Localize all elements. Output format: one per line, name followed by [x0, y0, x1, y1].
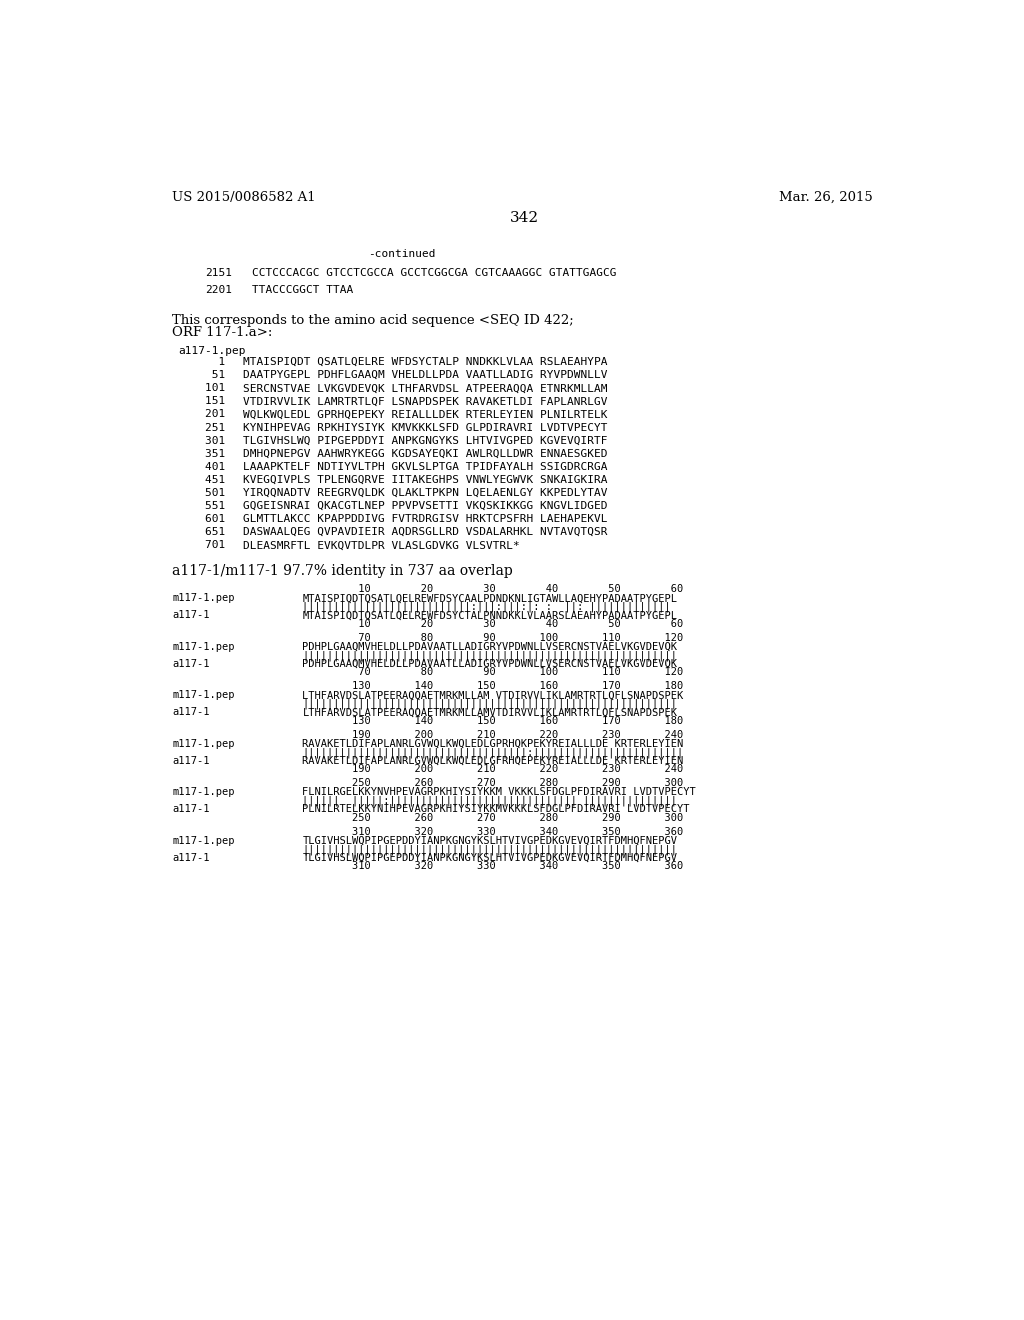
- Text: a117-1: a117-1: [172, 853, 210, 863]
- Text: 701: 701: [178, 540, 225, 550]
- Text: 250       260       270       280       290       300: 250 260 270 280 290 300: [302, 813, 684, 822]
- Text: 190       200       210       220       230       240: 190 200 210 220 230 240: [302, 730, 684, 739]
- Text: 601: 601: [178, 515, 225, 524]
- Text: 551: 551: [178, 502, 225, 511]
- Text: a117-1/m117-1 97.7% identity in 737 aa overlap: a117-1/m117-1 97.7% identity in 737 aa o…: [172, 564, 513, 578]
- Text: 301: 301: [178, 436, 225, 446]
- Text: 310       320       330       340       350       360: 310 320 330 340 350 360: [302, 826, 684, 837]
- Text: a117-1: a117-1: [172, 708, 210, 717]
- Text: ||||||||||||||||||||||||||||||||||||||||||||||||||||||||||||: ||||||||||||||||||||||||||||||||||||||||…: [302, 845, 677, 855]
- Text: VTDIRVVLIK LAMRTRTLQF LSNAPDSPEK RAVAKETLDI FAPLANRLGV: VTDIRVVLIK LAMRTRTLQF LSNAPDSPEK RAVAKET…: [243, 396, 607, 407]
- Text: This corresponds to the amino acid sequence <SEQ ID 422;: This corresponds to the amino acid seque…: [172, 314, 573, 327]
- Text: PLNILRTELKKYNIHPEVAGRPKHIYSIYKKMVKKKLSFDGLPFDIRAVRI LVDTVPECYT: PLNILRTELKKYNIHPEVAGRPKHIYSIYKKMVKKKLSFD…: [302, 804, 690, 814]
- Text: 10        20        30        40        50        60: 10 20 30 40 50 60: [302, 585, 684, 594]
- Text: 342: 342: [510, 211, 540, 224]
- Text: 651: 651: [178, 527, 225, 537]
- Text: a117-1: a117-1: [172, 804, 210, 814]
- Text: WQLKWQLEDL GPRHQEPEKY REIALLLDEK RTERLEYIEN PLNILRTELK: WQLKWQLEDL GPRHQEPEKY REIALLLDEK RTERLEY…: [243, 409, 607, 420]
- Text: DASWAALQEG QVPAVDIEIR AQDRSGLLRD VSDALARHKL NVTAVQTQSR: DASWAALQEG QVPAVDIEIR AQDRSGLLRD VSDALAR…: [243, 527, 607, 537]
- Text: 351: 351: [178, 449, 225, 458]
- Text: ORF 117-1.a>:: ORF 117-1.a>:: [172, 326, 272, 339]
- Text: US 2015/0086582 A1: US 2015/0086582 A1: [172, 191, 315, 203]
- Text: RAVAKETLDIFAPLANRLGVWQLKWQLEDLGFRHQEPEKYREIALLLDE KRTERLEYIEN: RAVAKETLDIFAPLANRLGVWQLKWQLEDLGFRHQEPEKY…: [302, 756, 684, 766]
- Text: TTACCCGGCT TTAA: TTACCCGGCT TTAA: [252, 285, 353, 294]
- Text: ||||||  |||||:|||||||||||||||||||||||||||||| |||||||||||||||: |||||| |||||:|||||||||||||||||||||||||||…: [302, 796, 677, 807]
- Text: -continued: -continued: [369, 249, 436, 259]
- Text: MTAISPIQDTQSATLQELREWFDSYCTALPNNDKKLVLAARSLAEAHYPADAATPYGEPL: MTAISPIQDTQSATLQELREWFDSYCTALPNNDKKLVLAA…: [302, 610, 677, 620]
- Text: 70        80        90       100       110       120: 70 80 90 100 110 120: [302, 668, 684, 677]
- Text: LTHFARVDSLATPEERAQQAETMRKMLLAM VTDIRVVLIKLAMRTRTLQFLSNAPDSPEK: LTHFARVDSLATPEERAQQAETMRKMLLAM VTDIRVVLI…: [302, 690, 684, 701]
- Text: 101: 101: [178, 383, 225, 393]
- Text: GQGEISNRAI QKACGTLNEP PPVPVSETTI VKQSKIKKGG KNGVLIDGED: GQGEISNRAI QKACGTLNEP PPVPVSETTI VKQSKIK…: [243, 502, 607, 511]
- Text: a117-1: a117-1: [172, 756, 210, 766]
- Text: 451: 451: [178, 475, 225, 484]
- Text: LTHFARVDSLATPEERAQQAETMRKMLLAMVTDIRVVLIKLAMRTRTLQFLSNAPDSPEK: LTHFARVDSLATPEERAQQAETMRKMLLAMVTDIRVVLIK…: [302, 708, 677, 717]
- Text: m117-1.pep: m117-1.pep: [172, 739, 234, 748]
- Text: LAAAPKTELF NDTIYVLTPH GKVLSLPTGA TPIDFAYALH SSIGDRCRGA: LAAAPKTELF NDTIYVLTPH GKVLSLPTGA TPIDFAY…: [243, 462, 607, 471]
- Text: |||||||||||||||||||||||||||:|||:|||:|: :  ||: |||||||||||||: |||||||||||||||||||||||||||:|||:|||:|: :…: [302, 602, 671, 612]
- Text: 310       320       330       340       350       360: 310 320 330 340 350 360: [302, 862, 684, 871]
- Text: m117-1.pep: m117-1.pep: [172, 642, 234, 652]
- Text: 401: 401: [178, 462, 225, 471]
- Text: MTAISPIQDTQSATLQELREWFDSYCAALPDNDKNLIGTAWLLAQEHYPADAATPYGEPL: MTAISPIQDTQSATLQELREWFDSYCAALPDNDKNLIGTA…: [302, 594, 677, 603]
- Text: 2201: 2201: [206, 285, 232, 294]
- Text: GLMTTLAKCC KPAPPDDIVG FVTRDRGISV HRKTCPSFRH LAEHAPEKVL: GLMTTLAKCC KPAPPDDIVG FVTRDRGISV HRKTCPS…: [243, 515, 607, 524]
- Text: YIRQQNADTV REEGRVQLDK QLAKLTPKPN LQELAENLGY KKPEDLYTAV: YIRQQNADTV REEGRVQLDK QLAKLTPKPN LQELAEN…: [243, 488, 607, 498]
- Text: 130       140       150       160       170       180: 130 140 150 160 170 180: [302, 715, 684, 726]
- Text: 130       140       150       160       170       180: 130 140 150 160 170 180: [302, 681, 684, 692]
- Text: m117-1.pep: m117-1.pep: [172, 594, 234, 603]
- Text: 151: 151: [178, 396, 225, 407]
- Text: FLNILRGELKKYNVHPEVAGRPKHIYSIYKKM VKKKLSFDGLPFDIRAVRI LVDTVPECYT: FLNILRGELKKYNVHPEVAGRPKHIYSIYKKM VKKKLSF…: [302, 788, 696, 797]
- Text: TLGIVHSLWQ PIPGEPDDYI ANPKGNGYKS LHTVIVGPED KGVEVQIRTF: TLGIVHSLWQ PIPGEPDDYI ANPKGNGYKS LHTVIVG…: [243, 436, 607, 446]
- Text: MTAISPIQDT QSATLQELRE WFDSYCTALP NNDKKLVLAA RSLAEAHYPA: MTAISPIQDT QSATLQELRE WFDSYCTALP NNDKKLV…: [243, 358, 607, 367]
- Text: 190       200       210       220       230       240: 190 200 210 220 230 240: [302, 764, 684, 775]
- Text: ||||||||||||||||||||||||||||||||||||||||||||||||||||||||||||: ||||||||||||||||||||||||||||||||||||||||…: [302, 651, 677, 661]
- Text: m117-1.pep: m117-1.pep: [172, 690, 234, 701]
- Text: DMHQPNEPGV AAHWRYKEGG KGDSAYEQKI AWLRQLLDWR ENNAESGKED: DMHQPNEPGV AAHWRYKEGG KGDSAYEQKI AWLRQLL…: [243, 449, 607, 458]
- Text: 70        80        90       100       110       120: 70 80 90 100 110 120: [302, 632, 684, 643]
- Text: TLGIVHSLWQPIPGEPDDYIANPKGNGYKSLHTVIVGPEDKGVEVQIRTFDMHQFNEPGV: TLGIVHSLWQPIPGEPDDYIANPKGNGYKSLHTVIVGPED…: [302, 853, 677, 863]
- Text: 501: 501: [178, 488, 225, 498]
- Text: 1: 1: [178, 358, 225, 367]
- Text: TLGIVHSLWQPIPGEPDDYIANPKGNGYKSLHTVIVGPEDKGVEVQIRTFDMHQFNEPGV: TLGIVHSLWQPIPGEPDDYIANPKGNGYKSLHTVIVGPED…: [302, 836, 677, 846]
- Text: 2151: 2151: [206, 268, 232, 277]
- Text: PDHPLGAAQMVHELDLLPDAVAATLLADIGRYVPDWNLLVSERCNSTVAELVKGVDEVQK: PDHPLGAAQMVHELDLLPDAVAATLLADIGRYVPDWNLLV…: [302, 642, 677, 652]
- Text: KYNIHPEVAG RPKHIYSIYK KMVKKKLSFD GLPDIRAVRI LVDTVPECYT: KYNIHPEVAG RPKHIYSIYK KMVKKKLSFD GLPDIRA…: [243, 422, 607, 433]
- Text: ||||||||||||||||||||||||||||||||||||||||||||||||||||||||||||: ||||||||||||||||||||||||||||||||||||||||…: [302, 700, 677, 709]
- Text: 250       260       270       280       290       300: 250 260 270 280 290 300: [302, 779, 684, 788]
- Text: DLEASMRFTL EVKQVTDLPR VLASLGDVKG VLSVTRL*: DLEASMRFTL EVKQVTDLPR VLASLGDVKG VLSVTRL…: [243, 540, 519, 550]
- Text: CCTCCCACGC GTCCTCGCCA GCCTCGGCGA CGTCAAAGGC GTATTGAGCG: CCTCCCACGC GTCCTCGCCA GCCTCGGCGA CGTCAAA…: [252, 268, 616, 277]
- Text: 251: 251: [178, 422, 225, 433]
- Text: PDHPLGAAQMVHELDLLPDAVAATLLADIGRYVPDWNLLVSERCNSTVAELVKGVDEVQK: PDHPLGAAQMVHELDLLPDAVAATLLADIGRYVPDWNLLV…: [302, 659, 677, 669]
- Text: a117-1.pep: a117-1.pep: [178, 346, 246, 356]
- Text: SERCNSTVAE LVKGVDEVQK LTHFARVDSL ATPEERAQQA ETNRKMLLAM: SERCNSTVAE LVKGVDEVQK LTHFARVDSL ATPEERA…: [243, 383, 607, 393]
- Text: a117-1: a117-1: [172, 610, 210, 620]
- Text: a117-1: a117-1: [172, 659, 210, 669]
- Text: 201: 201: [178, 409, 225, 420]
- Text: RAVAKETLDIFAPLANRLGVWQLKWQLEDLGPRHQKPEKYREIALLLDE KRTERLEYIEN: RAVAKETLDIFAPLANRLGVWQLKWQLEDLGPRHQKPEKY…: [302, 739, 684, 748]
- Text: m117-1.pep: m117-1.pep: [172, 836, 234, 846]
- Text: ||||||||||||||||||||||||||||||||||||:||||||||||||||||||||||||: ||||||||||||||||||||||||||||||||||||:|||…: [302, 747, 684, 758]
- Text: m117-1.pep: m117-1.pep: [172, 788, 234, 797]
- Text: Mar. 26, 2015: Mar. 26, 2015: [779, 191, 872, 203]
- Text: KVEGQIVPLS TPLENGQRVE IITAKEGHPS VNWLYEGWVK SNKAIGKIRA: KVEGQIVPLS TPLENGQRVE IITAKEGHPS VNWLYEG…: [243, 475, 607, 484]
- Text: DAATPYGEPL PDHFLGAAQM VHELDLLPDA VAATLLADIG RYVPDWNLLV: DAATPYGEPL PDHFLGAAQM VHELDLLPDA VAATLLA…: [243, 370, 607, 380]
- Text: 51: 51: [178, 370, 225, 380]
- Text: 10        20        30        40        50        60: 10 20 30 40 50 60: [302, 619, 684, 628]
